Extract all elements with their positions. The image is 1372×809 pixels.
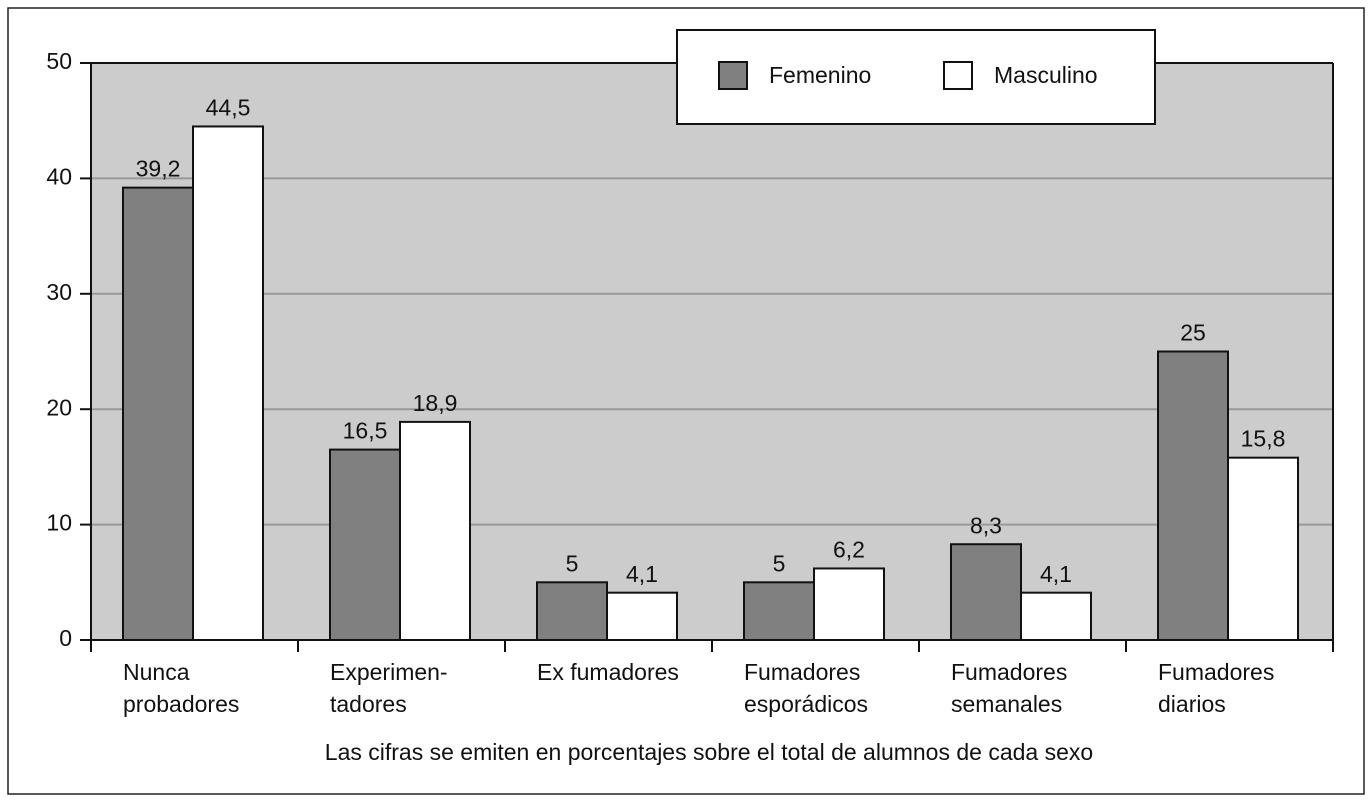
bar (606, 591, 678, 641)
bar (329, 448, 401, 641)
bar (1020, 591, 1092, 641)
value-label: 4,1 (1040, 561, 1072, 587)
value-label: 44,5 (206, 95, 251, 121)
bar (1227, 456, 1299, 641)
value-label: 15,8 (1241, 426, 1286, 452)
y-tick-label: 40 (46, 163, 72, 189)
legend-swatch (943, 61, 973, 90)
bar (536, 581, 608, 641)
value-label: 16,5 (343, 418, 388, 444)
value-label: 8,3 (970, 512, 1002, 538)
value-label: 6,2 (833, 537, 865, 563)
x-tick-label: esporádicos (744, 691, 868, 717)
bar (743, 581, 815, 641)
y-tick-label: 10 (46, 510, 72, 536)
value-label: 5 (773, 550, 786, 576)
x-tick-label: Fumadores (744, 659, 860, 685)
x-tick-label: Experimen- (330, 659, 448, 685)
y-tick-label: 20 (46, 394, 72, 420)
legend: Femenino Masculino (676, 29, 1156, 125)
y-tick-label: 50 (46, 48, 72, 74)
x-tick-label: Fumadores (1158, 659, 1274, 685)
bar (1157, 350, 1229, 641)
bar (950, 543, 1022, 642)
value-label: 39,2 (136, 156, 181, 182)
x-tick-label: semanales (951, 691, 1062, 717)
value-label: 18,9 (413, 390, 458, 416)
value-label: 4,1 (626, 561, 658, 587)
plot-area (91, 63, 1333, 640)
bars: 39,2 16,5 5 5 8,3 25 44,5 18,9 4,1 6,2 4,1 15,8 (122, 95, 1299, 642)
y-tick-label: 0 (59, 625, 72, 651)
x-tick-label: tadores (330, 691, 407, 717)
legend-swatch (718, 61, 748, 90)
y-tick-label: 30 (46, 279, 72, 305)
bar (192, 125, 264, 642)
legend-label: Masculino (994, 62, 1098, 88)
bar (122, 186, 194, 642)
x-tick-label: probadores (123, 691, 239, 717)
x-tick-label: Fumadores (951, 659, 1067, 685)
legend-box (676, 29, 1156, 125)
x-tick-label: diarios (1158, 691, 1226, 717)
x-axis-note: Las cifras se emiten en porcentajes sobr… (325, 739, 1093, 765)
legend-label: Femenino (769, 62, 871, 88)
x-tick-label: Ex fumadores (537, 659, 679, 685)
value-label: 5 (566, 550, 579, 576)
x-tick-label: Nunca (123, 659, 190, 685)
bar (399, 420, 471, 642)
bar (813, 567, 885, 642)
value-label: 25 (1180, 320, 1206, 346)
